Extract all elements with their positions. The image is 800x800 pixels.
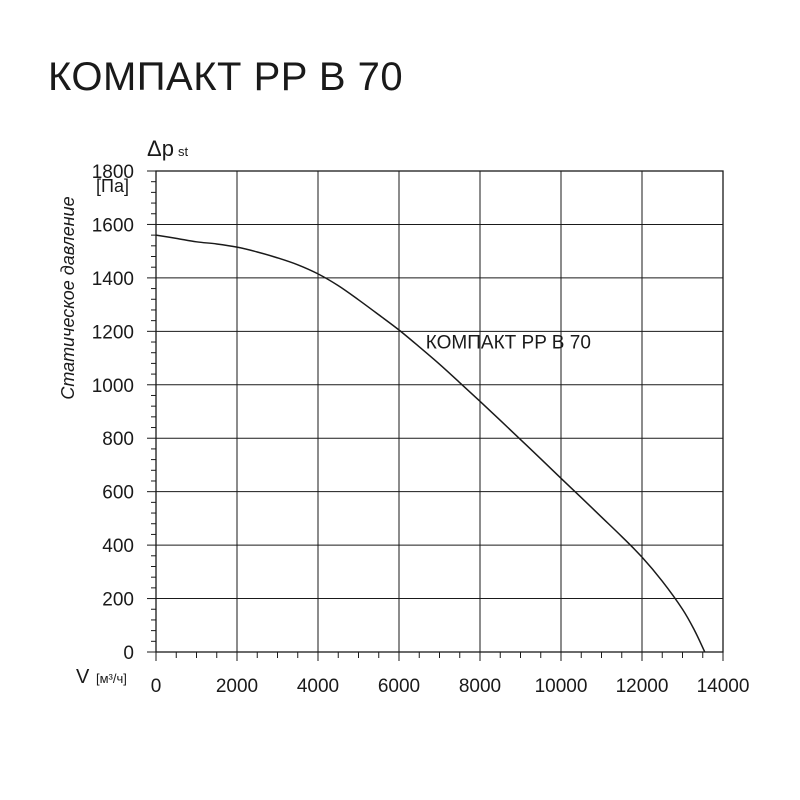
- x-tick-label: 8000: [459, 676, 501, 697]
- y-axis-unit: [Па]: [96, 176, 129, 196]
- annotations: КОМПАКТ PP B 70: [426, 333, 591, 354]
- x-tick-label: 0: [151, 676, 162, 697]
- y-tick-label: 400: [102, 536, 134, 557]
- x-tick-label: 14000: [697, 676, 750, 697]
- x-tick-labels: 0 2000 4000 6000 8000 10000 12000 14000: [151, 676, 750, 697]
- grid-lines: [156, 171, 723, 652]
- x-tick-label: 6000: [378, 676, 420, 697]
- page-title: КОМПАКТ PP B 70: [48, 55, 404, 99]
- x-tick-label: 12000: [616, 676, 669, 697]
- curve-label: КОМПАКТ PP B 70: [426, 333, 591, 354]
- x-tick-label: 10000: [535, 676, 588, 697]
- plot-frame: [155, 170, 724, 653]
- y-tick-label: 0: [123, 643, 134, 664]
- series-line: [155, 234, 706, 653]
- y-tick-label: 800: [102, 429, 134, 450]
- minor-ticks: [147, 170, 724, 661]
- x-tick-label: 2000: [216, 676, 258, 697]
- x-axis-unit: [м³/ч]: [96, 671, 127, 686]
- y-axis-symbol: Δp: [147, 136, 174, 161]
- series-curves: [155, 234, 706, 653]
- x-tick-label: 4000: [297, 676, 339, 697]
- y-tick-label: 1200: [92, 322, 134, 343]
- y-tick-label: 600: [102, 483, 134, 504]
- y-tick-labels: 0 200 400 600 800 1000 1200 1400 1600 1800: [92, 162, 134, 664]
- y-tick-label: 1800: [92, 162, 134, 183]
- y-tick-label: 1400: [92, 269, 134, 290]
- y-tick-label: 1000: [92, 376, 134, 397]
- y-tick-label: 200: [102, 590, 134, 611]
- y-axis-subscript: st: [178, 144, 189, 159]
- x-axis-symbol: V: [76, 666, 90, 688]
- y-axis-symbol-text: Δp: [147, 136, 174, 161]
- y-tick-label: 1600: [92, 215, 134, 236]
- y-axis-title: Статическое давление: [58, 196, 78, 399]
